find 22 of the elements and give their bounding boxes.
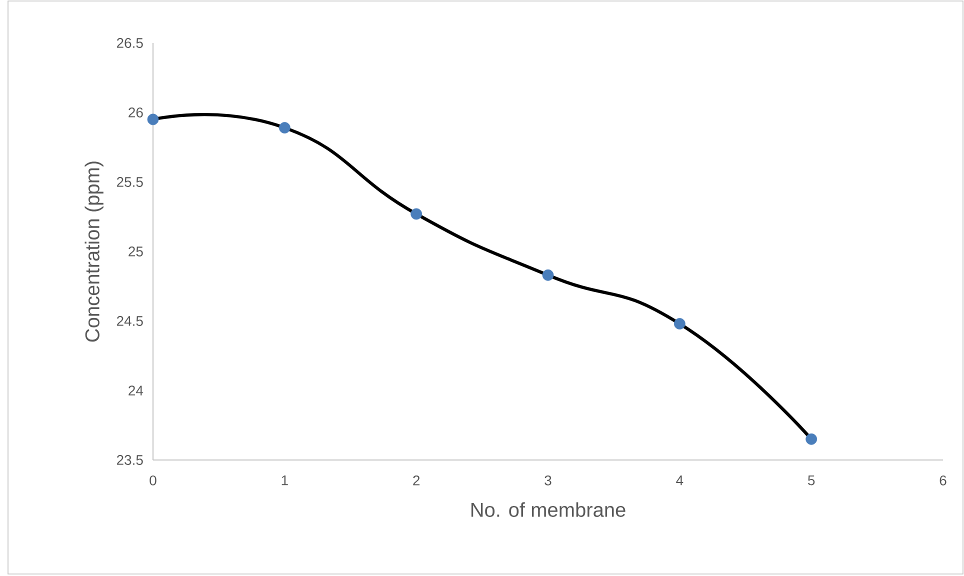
y-tick-label: 24 (128, 386, 144, 396)
point (147, 114, 159, 126)
point (278, 122, 290, 134)
y-tick-label: 25 (128, 246, 143, 256)
y-tick-label: 24.5 (116, 316, 143, 326)
point (542, 269, 554, 281)
point (410, 208, 422, 220)
x-tick-label: 5 (808, 476, 815, 486)
y-axis-title: Concentration (ppm) (84, 162, 104, 342)
x-tick-label: 0 (150, 476, 156, 486)
point (674, 318, 686, 330)
y-tick-label: 25.5 (116, 177, 143, 187)
point (806, 433, 818, 445)
x-axis-title: No. of membrane (471, 502, 626, 517)
x-tick-label: 4 (676, 476, 684, 486)
x-tick-label: 2 (413, 476, 420, 486)
x-tick-label: 3 (544, 476, 552, 486)
y-tick-label: 26 (128, 108, 143, 118)
y-tick-label: 23.5 (116, 455, 143, 465)
y-tick-label: 26.5 (116, 38, 143, 48)
x-tick-label: 1 (282, 476, 288, 486)
x-tick-label: 6 (940, 476, 946, 486)
